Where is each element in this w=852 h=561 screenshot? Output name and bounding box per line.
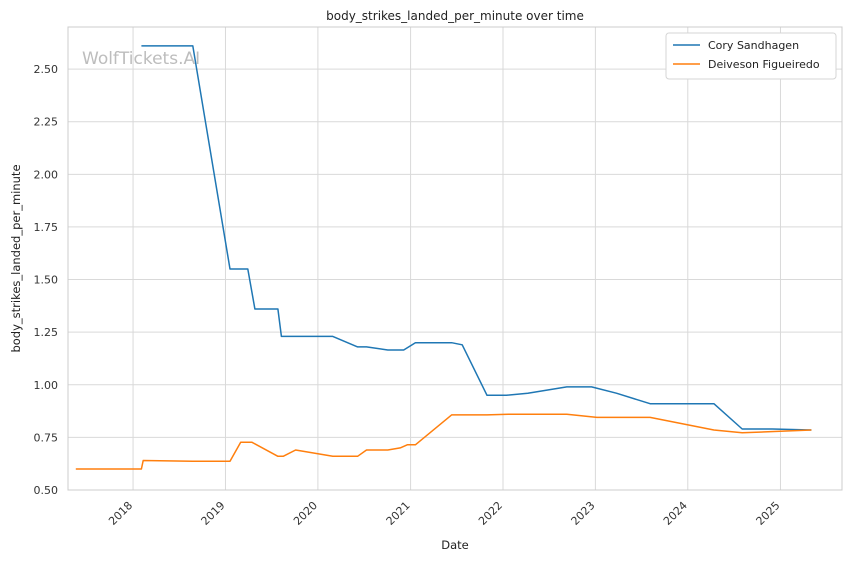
legend-label-deiveson-figueiredo: Deiveson Figueiredo bbox=[708, 58, 820, 71]
y-tick-label: 2.25 bbox=[34, 116, 59, 129]
x-tick-label: 2022 bbox=[476, 499, 505, 528]
y-tick-label: 2.00 bbox=[34, 168, 59, 181]
plot-background bbox=[68, 27, 842, 490]
y-axis-label: body_strikes_landed_per_minute bbox=[9, 164, 23, 352]
y-tick-label: 1.00 bbox=[34, 379, 59, 392]
x-tick-labels: 2018 2019 2020 2021 2022 2023 2024 2025 bbox=[106, 499, 782, 528]
watermark: WolfTickets.AI bbox=[82, 49, 200, 69]
y-tick-label: 0.50 bbox=[34, 484, 59, 497]
y-tick-label: 1.50 bbox=[34, 274, 59, 287]
series-line-cory-sandhagen bbox=[141, 45, 812, 431]
x-tick-label: 2019 bbox=[199, 499, 228, 528]
x-tick-label: 2025 bbox=[754, 499, 783, 528]
y-tick-label: 1.25 bbox=[34, 326, 59, 339]
y-tick-label: 2.50 bbox=[34, 63, 59, 76]
x-tick-label: 2024 bbox=[661, 499, 690, 528]
legend-box bbox=[665, 32, 837, 80]
x-tick-label: 2023 bbox=[569, 499, 598, 528]
chart-title: body_strikes_landed_per_minute over time bbox=[326, 9, 584, 23]
x-axis-label: Date bbox=[441, 538, 469, 552]
series-layer bbox=[75, 45, 812, 470]
x-tick-label: 2021 bbox=[384, 499, 413, 528]
legend-label-cory-sandhagen: Cory Sandhagen bbox=[708, 39, 799, 52]
x-tick-label: 2018 bbox=[106, 499, 135, 528]
grid bbox=[68, 27, 842, 491]
y-tick-labels: 0.50 0.75 1.00 1.25 1.50 1.75 2.00 2.25 2.50 bbox=[34, 63, 59, 497]
series-line-deiveson-figueiredo bbox=[75, 413, 812, 470]
legend: Cory Sandhagen Deiveson Figueiredo bbox=[665, 32, 837, 80]
plot-border bbox=[67, 26, 843, 491]
y-tick-label: 1.75 bbox=[34, 221, 59, 234]
y-tick-label: 0.75 bbox=[34, 431, 59, 444]
x-tick-label: 2020 bbox=[291, 499, 320, 528]
